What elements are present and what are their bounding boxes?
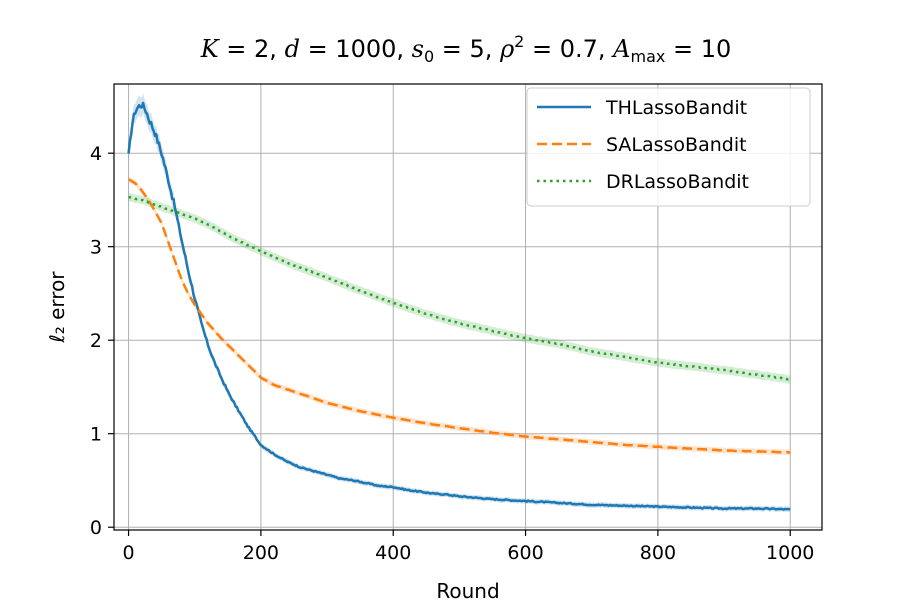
series-lines [127, 101, 791, 511]
x-axis-label: Round [436, 579, 499, 603]
y-tick-label: 0 [90, 517, 102, 539]
y-tick-label: 1 [90, 424, 102, 446]
x-axis-ticks: 0 200 400 600 800 1000 [123, 530, 814, 564]
y-axis-ticks: 0 1 2 3 4 [90, 143, 114, 539]
legend-box [526, 87, 811, 207]
legend-label-drlassobandit: DRLassoBandit [606, 171, 749, 193]
y-tick-label: 2 [90, 330, 102, 352]
grid [114, 84, 822, 530]
x-tick-label: 800 [640, 542, 676, 564]
x-tick-label: 600 [507, 542, 543, 564]
legend-label-salassobandit: SALassoBandit [606, 134, 747, 156]
x-tick-label: 400 [375, 542, 411, 564]
plot-frame [113, 83, 823, 531]
y-tick-label: 4 [90, 143, 102, 165]
x-tick-label: 1000 [766, 542, 814, 564]
series-line-salassobandit [128, 178, 791, 454]
legend-label-thlassobandit: THLassoBandit [605, 97, 747, 119]
y-tick-label: 3 [90, 237, 102, 259]
y-axis-label: ℓ₂ error [45, 271, 69, 344]
x-tick-label: 200 [243, 542, 279, 564]
series-line-thlassobandit [127, 101, 791, 511]
x-tick-label: 0 [123, 542, 135, 564]
series-line-drlassobandit [128, 195, 791, 381]
legend: THLassoBandit SALassoBandit DRLassoBandi… [526, 87, 811, 207]
